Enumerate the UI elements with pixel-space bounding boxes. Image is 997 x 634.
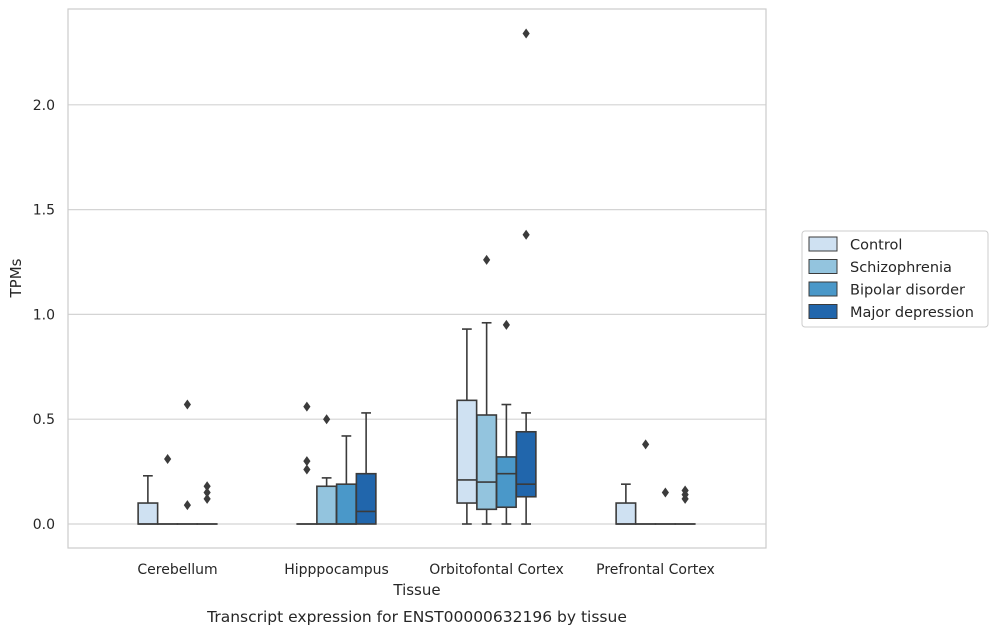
outlier-point — [203, 481, 211, 492]
plot-area — [67, 8, 767, 549]
y-axis-label: TPMs — [7, 258, 25, 298]
legend-label: Schizophrenia — [850, 260, 952, 276]
outlier-point — [323, 414, 331, 425]
outlier-point — [522, 229, 530, 240]
y-tick-label: 1.5 — [33, 203, 55, 219]
box-plots — [137, 28, 696, 525]
outlier-point — [183, 500, 191, 511]
x-tick-label: Orbitofontal Cortex — [429, 562, 564, 578]
legend-swatch — [808, 259, 838, 274]
outlier-point — [203, 493, 211, 504]
y-gridlines — [68, 104, 766, 525]
series-schizophrenia — [157, 254, 657, 525]
outlier-point — [681, 485, 689, 496]
y-axis-ticks: 0.0 0.5 1.0 1.5 2.0 — [33, 98, 55, 533]
legend: Control Schizophrenia Bipolar disorder Majo… — [801, 230, 989, 328]
outlier-point — [522, 28, 530, 39]
legend-label: Bipolar disorder — [850, 283, 965, 299]
legend-label: Major depression — [850, 305, 974, 321]
box — [515, 430, 537, 498]
x-tick-label: Prefrontal Cortex — [596, 562, 715, 578]
legend-swatch — [808, 236, 838, 252]
box — [615, 502, 637, 525]
outlier-point — [183, 399, 191, 410]
series-major-depression — [196, 28, 696, 525]
outlier-point — [661, 487, 669, 498]
box — [355, 472, 377, 525]
series-control — [137, 328, 637, 525]
chart-caption: Transcript expression for ENST0000063219… — [206, 608, 627, 626]
y-tick-label: 0.0 — [33, 517, 55, 533]
legend-label: Control — [850, 238, 902, 254]
x-axis-label: Tissue — [392, 581, 440, 599]
outlier-point — [164, 454, 172, 465]
box — [476, 414, 498, 511]
outlier-point — [303, 401, 311, 412]
box — [316, 485, 338, 525]
box — [495, 456, 517, 509]
outlier-point — [303, 456, 311, 467]
y-tick-label: 2.0 — [33, 98, 55, 114]
legend-swatch — [808, 304, 838, 319]
box — [137, 502, 159, 525]
series-bipolar-disorder — [176, 319, 676, 525]
box — [456, 399, 478, 504]
legend-frame — [801, 230, 989, 328]
outlier-point — [642, 439, 650, 450]
legend-swatch — [808, 281, 838, 297]
y-tick-label: 1.0 — [33, 307, 55, 323]
outlier-point — [203, 487, 211, 498]
x-axis-ticks: Cerebellum Hipppocampus Orbitofontal Corte… — [137, 562, 714, 578]
outlier-point — [303, 464, 311, 475]
outlier-point — [483, 254, 491, 265]
x-tick-label: Hipppocampus — [284, 562, 389, 578]
y-tick-label: 0.5 — [33, 412, 55, 428]
box — [335, 483, 357, 525]
x-tick-label: Cerebellum — [137, 562, 217, 578]
outlier-point — [502, 319, 510, 330]
